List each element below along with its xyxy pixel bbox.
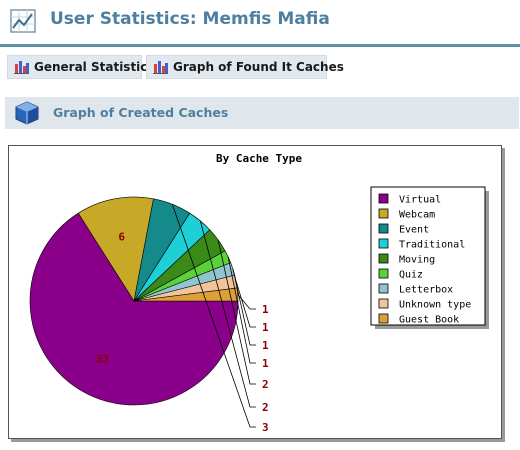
cube-icon [15,101,39,125]
bar-chart-icon [153,61,168,74]
legend-label: Moving [399,255,435,266]
section-title: Graph of Created Caches [53,105,229,120]
chart-legend [370,186,486,326]
legend-swatch [378,253,389,264]
legend-swatch [378,223,389,234]
slice-value-label: 3 [262,421,269,434]
legend-swatch [378,193,389,204]
page-title: User Statistics: Memfis Mafia [50,9,330,29]
leader-line [227,256,256,364]
legend-swatch [378,283,389,294]
legend-label: Quiz [399,270,423,281]
tab-label: General Statistics [34,60,155,74]
legend-swatch [378,238,389,249]
legend-label: Event [399,225,429,236]
slice-value-label: 2 [262,378,269,391]
pie-slice-virtual [29,212,239,406]
legend-swatch [378,313,389,324]
section-header: Graph of Created Caches [5,97,519,129]
tab-general-statistics[interactable]: General Statistics [7,55,155,79]
slice-value-label: 1 [262,321,269,334]
leader-line [171,204,256,428]
legend-label: Letterbox [399,285,453,296]
legend-swatch [378,208,389,219]
pie-chart: By Cache Type 33 6 3 2 2 1 1 1 1 Virtual Webcam Ev… [8,145,502,439]
chart-title: By Cache Type [216,152,302,165]
leader-line [232,268,256,346]
legend-label: Traditional [399,240,465,251]
legend-swatch [378,298,389,309]
slice-value-label: 1 [262,357,269,370]
bar-chart-icon [14,61,29,74]
page-header: User Statistics: Memfis Mafia [0,0,520,47]
slice-value-label: 2 [262,401,269,414]
slice-value-label: 1 [262,303,269,316]
leader-line [235,281,256,328]
slice-value-label: 1 [262,339,269,352]
line-chart-icon [10,9,36,33]
legend-label: Virtual [399,195,441,206]
leader-line [199,220,256,408]
tab-label: Graph of Found It Caches [173,60,344,74]
legend-swatch [378,268,389,279]
tab-graph-of-found-it-caches[interactable]: Graph of Found It Caches [146,55,344,79]
slice-value-label: 33 [96,352,109,365]
leader-line [237,294,256,310]
legend-label: Webcam [399,210,435,221]
slice-value-label: 6 [118,231,125,244]
pie-slice-webcam [77,196,154,302]
legend-label: Guest Book [399,315,459,326]
leader-line [217,239,256,385]
legend-label: Unknown type [399,300,471,311]
